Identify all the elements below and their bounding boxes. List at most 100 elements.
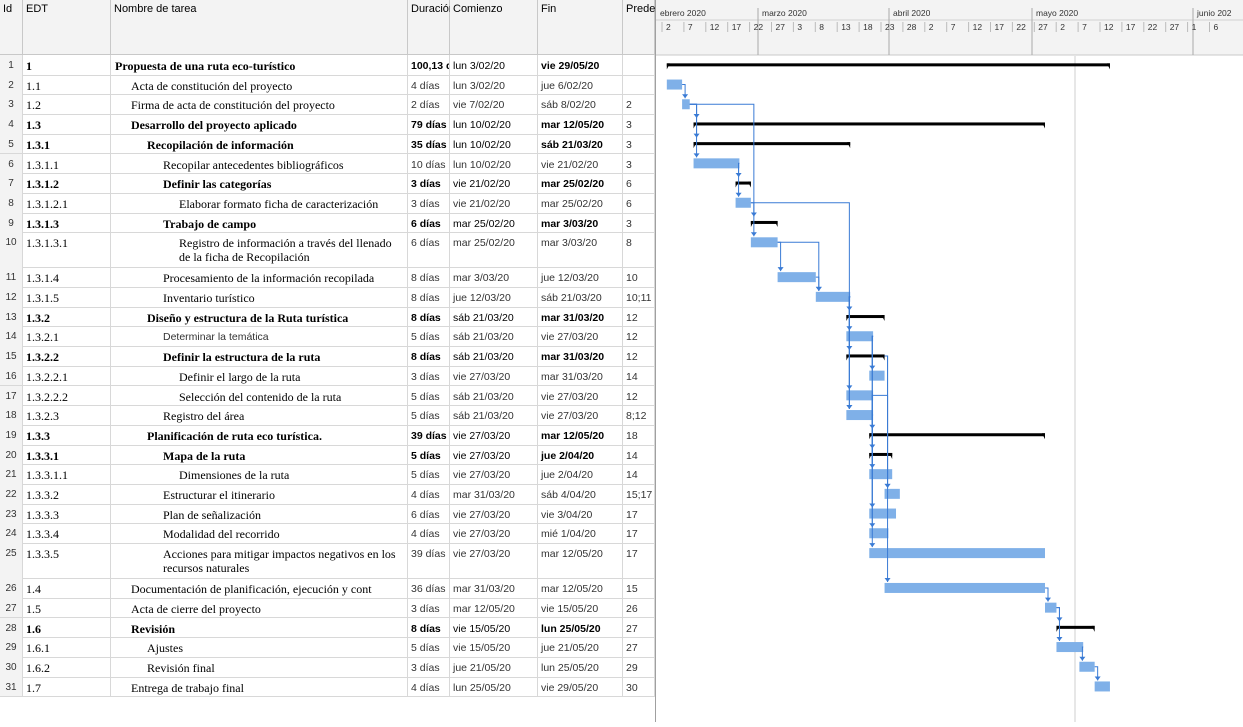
task-finish[interactable]: vie 29/05/20 [538,55,623,75]
task-predecessors[interactable]: 12 [623,346,655,366]
task-row[interactable]: 9 1.3.1.3 Trabajo de campo 6 días mar 25/02/… [0,212,655,234]
task-wbs[interactable]: 1.7 [23,676,111,697]
task-wbs[interactable]: 1.3.3.1 [23,444,111,465]
task-start[interactable]: vie 27/03/20 [450,503,538,524]
task-start[interactable]: vie 15/05/20 [450,637,538,657]
task-predecessors[interactable]: 12 [623,326,655,347]
task-start[interactable]: mar 25/02/20 [450,212,538,233]
task-predecessors[interactable]: 8 [623,232,655,268]
column-header-predecessors[interactable]: Predec [623,0,661,55]
task-finish[interactable]: jue 2/04/20 [538,444,623,465]
task-start[interactable]: sáb 21/03/20 [450,326,538,347]
task-wbs[interactable]: 1.3 [23,114,111,134]
task-predecessors[interactable]: 30 [623,676,655,697]
task-start[interactable]: lun 10/02/20 [450,153,538,174]
task-finish[interactable]: mié 1/04/20 [538,523,623,544]
task-row[interactable]: 1 1 Propuesta de una ruta eco-turístico 100… [0,55,655,76]
task-start[interactable]: vie 15/05/20 [450,617,538,638]
task-id[interactable]: 6 [0,153,23,174]
task-wbs[interactable]: 1.3.2.2.1 [23,365,111,386]
task-row[interactable]: 21 1.3.3.1.1 Dimensiones de la ruta 5 días v… [0,464,655,485]
task-duration[interactable]: 5 días [408,326,450,347]
task-row[interactable]: 29 1.6.1 Ajustes 5 días vie 15/05/20 jue 21/0… [0,637,655,658]
task-duration[interactable]: 6 días [408,503,450,524]
task-finish[interactable]: mar 12/05/20 [538,543,623,579]
task-id[interactable]: 29 [0,637,23,657]
task-predecessors[interactable]: 2 [623,94,655,115]
task-id[interactable]: 25 [0,543,23,579]
column-header-edt[interactable]: EDT [23,0,111,55]
task-duration[interactable]: 3 días [408,365,450,386]
task-finish[interactable]: mar 12/05/20 [538,114,623,134]
task-finish[interactable]: sáb 21/03/20 [538,287,623,307]
task-start[interactable]: vie 27/03/20 [450,424,538,445]
task-start[interactable]: lun 10/02/20 [450,114,538,134]
task-name[interactable]: Diseño y estructura de la Ruta turística [111,306,408,327]
task-row[interactable]: 23 1.3.3.3 Plan de señalización 6 días vie 2… [0,503,655,525]
task-name[interactable]: Trabajo de campo [111,212,408,233]
task-row[interactable]: 15 1.3.2.2 Definir la estructura de la rut… [0,346,655,367]
task-finish[interactable]: mar 3/03/20 [538,212,623,233]
task-row[interactable]: 26 1.4 Documentación de planificación, eje… [0,578,655,599]
task-id[interactable]: 10 [0,232,23,268]
task-row[interactable]: 30 1.6.2 Revisión final 3 días jue 21/05/20 l… [0,656,655,678]
task-name[interactable]: Inventario turístico [111,287,408,307]
task-predecessors[interactable]: 18 [623,424,655,445]
task-id[interactable]: 24 [0,523,23,544]
task-name[interactable]: Procesamiento de la información recopila… [111,267,408,287]
task-predecessors[interactable]: 3 [623,133,655,154]
task-row[interactable]: 14 1.3.2.1 Determinar la temática 5 días sáb… [0,326,655,348]
task-predecessors[interactable]: 3 [623,212,655,233]
task-id[interactable]: 27 [0,597,23,618]
column-header-duration[interactable]: Duración [408,0,455,55]
task-predecessors[interactable]: 17 [623,543,655,579]
task-wbs[interactable]: 1.3.1.2.1 [23,192,111,213]
task-predecessors[interactable]: 27 [623,617,655,638]
task-wbs[interactable]: 1.1 [23,74,111,95]
task-row[interactable]: 16 1.3.2.2.1 Definir el largo de la ruta 3 … [0,365,655,387]
task-row[interactable]: 20 1.3.3.1 Mapa de la ruta 5 días vie 27/03/… [0,444,655,466]
task-name[interactable]: Recopilar antecedentes bibliográficos [111,153,408,174]
task-duration[interactable]: 5 días [408,385,450,406]
task-start[interactable]: lun 3/02/20 [450,55,538,75]
task-id[interactable]: 9 [0,212,23,233]
task-row[interactable]: 12 1.3.1.5 Inventario turístico 8 días jue 1… [0,287,655,308]
task-row[interactable]: 2 1.1 Acta de constitución del proyecto 4 d… [0,74,655,96]
task-name[interactable]: Acta de constitución del proyecto [111,74,408,95]
task-start[interactable]: jue 21/05/20 [450,656,538,677]
task-duration[interactable]: 5 días [408,444,450,465]
task-duration[interactable]: 79 días [408,114,450,134]
task-id[interactable]: 11 [0,267,23,287]
task-name[interactable]: Planificación de ruta eco turística. [111,424,408,445]
task-finish[interactable]: mar 31/03/20 [538,306,623,327]
task-id[interactable]: 15 [0,346,23,366]
task-name[interactable]: Definir el largo de la ruta [111,365,408,386]
task-id[interactable]: 19 [0,424,23,445]
column-header-id[interactable]: Id [0,0,23,55]
task-predecessors[interactable]: 6 [623,192,655,213]
task-start[interactable]: sáb 21/03/20 [450,385,538,406]
task-wbs[interactable]: 1.3.1.4 [23,267,111,287]
task-predecessors[interactable]: 10;11 [623,287,655,307]
column-header-start[interactable]: Comienzo [450,0,538,55]
task-predecessors[interactable]: 29 [623,656,655,677]
task-finish[interactable]: mar 12/05/20 [538,578,623,598]
task-id[interactable]: 4 [0,114,23,134]
task-duration[interactable]: 5 días [408,464,450,484]
task-duration[interactable]: 100,13 d [408,55,450,75]
task-row[interactable]: 3 1.2 Firma de acta de constitución del pr… [0,94,655,116]
task-wbs[interactable]: 1.3.3.4 [23,523,111,544]
task-row[interactable]: 7 1.3.1.2 Definir las categorías 3 días vie … [0,173,655,194]
task-finish[interactable]: vie 27/03/20 [538,326,623,347]
task-start[interactable]: vie 27/03/20 [450,543,538,579]
task-wbs[interactable]: 1.3.1.2 [23,173,111,193]
task-predecessors[interactable]: 8;12 [623,405,655,425]
task-row[interactable]: 10 1.3.1.3.1 Registro de información a tra… [0,232,655,269]
task-name[interactable]: Selección del contenido de la ruta [111,385,408,406]
task-start[interactable]: mar 25/02/20 [450,232,538,268]
task-start[interactable]: vie 27/03/20 [450,523,538,544]
task-id[interactable]: 18 [0,405,23,425]
task-name[interactable]: Plan de señalización [111,503,408,524]
task-start[interactable]: vie 27/03/20 [450,444,538,465]
task-wbs[interactable]: 1.3.2 [23,306,111,327]
